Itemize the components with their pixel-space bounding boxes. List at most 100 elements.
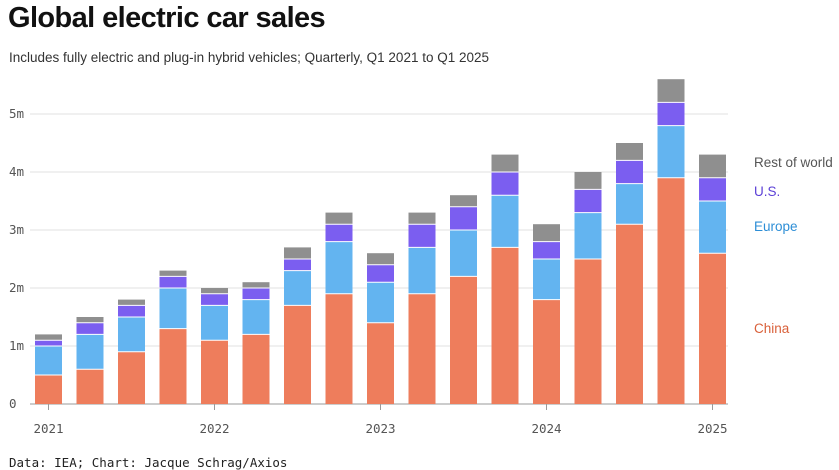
bar-segment-u-s: Q2 2023 U.S.: 0.4m	[408, 224, 436, 248]
bar-segment-u-s: Q1 2022 U.S.: 0.2m	[201, 293, 228, 306]
bar-segment-rest-of-world: Q1 2025 Rest of world: 0.4m	[699, 154, 726, 178]
bar-segment-rest-of-world: Q4 2024 Rest of world: 0.4m	[657, 79, 685, 103]
bar-segment-u-s: Q1 2021 U.S.: 0.1m	[35, 340, 62, 346]
bar-segment-europe: Q3 2023 Europe: 0.8m	[450, 230, 477, 277]
bars: Q1 2021 China: 0.5mQ1 2021 Europe: 0.5mQ…	[35, 79, 726, 404]
y-tick-label: 4m	[9, 164, 24, 179]
bar-segment-europe: Q4 2021 Europe: 0.7m	[159, 288, 187, 329]
bar-segment-china: Q1 2025 China: 2.6m	[699, 253, 726, 404]
bar-segment-china: Q4 2023 China: 2.7m	[491, 247, 519, 404]
bar-segment-rest-of-world: Q1 2024 Rest of world: 0.3m	[533, 224, 560, 242]
bar-stack: Q2 2023 China: 1.9mQ2 2023 Europe: 0.8mQ…	[408, 212, 436, 404]
bar-segment-europe: Q1 2025 Europe: 0.9m	[699, 201, 726, 254]
legend-label-china: China	[754, 321, 790, 336]
bar-segment-china: Q3 2021 China: 0.9m	[118, 351, 145, 404]
bar-segment-europe: Q1 2021 Europe: 0.5m	[35, 346, 62, 375]
bar-segment-china: Q1 2022 China: 1.1m	[201, 340, 228, 404]
bar-segment-rest-of-world: Q2 2023 Rest of world: 0.2m	[408, 212, 436, 225]
bar-segment-china: Q4 2024 China: 3.9m	[657, 177, 685, 404]
bar-segment-rest-of-world: Q1 2021 Rest of world: 0.1m	[35, 334, 62, 341]
bar-segment-rest-of-world: Q4 2023 Rest of world: 0.3m	[491, 154, 519, 172]
bar-segment-china: Q1 2021 China: 0.5m	[35, 375, 62, 404]
bar-segment-china: Q4 2022 China: 1.9m	[325, 293, 353, 404]
bar-segment-rest-of-world: Q3 2021 Rest of world: 0.1m	[118, 299, 145, 306]
legend-label-europe: Europe	[754, 219, 798, 234]
bar-segment-europe: Q3 2024 Europe: 0.7m	[616, 183, 643, 225]
bar-segment-europe: Q2 2022 Europe: 0.6m	[242, 299, 270, 335]
bar-segment-u-s: Q2 2024 U.S.: 0.4m	[574, 189, 602, 213]
legend-label-u-s: U.S.	[754, 184, 780, 199]
bar-stack: Q3 2021 China: 0.9mQ3 2021 Europe: 0.6mQ…	[118, 299, 145, 404]
bar-segment-u-s: Q2 2022 U.S.: 0.2m	[242, 288, 270, 300]
bar-segment-europe: Q4 2022 Europe: 0.9m	[325, 241, 353, 294]
bar-stack: Q3 2023 China: 2.2mQ3 2023 Europe: 0.8mQ…	[450, 195, 477, 404]
bar-segment-rest-of-world: Q3 2024 Rest of world: 0.3m	[616, 143, 643, 161]
bar-segment-europe: Q2 2021 Europe: 0.6m	[76, 334, 104, 370]
bar-segment-china: Q2 2022 China: 1.2m	[242, 334, 270, 404]
bar-segment-europe: Q4 2024 Europe: 0.9m	[657, 125, 685, 178]
bar-segment-rest-of-world: Q4 2022 Rest of world: 0.2m	[325, 212, 353, 225]
bar-segment-rest-of-world: Q2 2024 Rest of world: 0.3m	[574, 172, 602, 190]
bar-stack: Q1 2024 China: 1.8mQ1 2024 Europe: 0.7mQ…	[533, 224, 560, 404]
bar-segment-china: Q4 2021 China: 1.3m	[159, 328, 187, 404]
bar-segment-rest-of-world: Q2 2021 Rest of world: 0.1m	[76, 317, 104, 323]
bar-segment-u-s: Q1 2024 U.S.: 0.3m	[533, 241, 560, 259]
bar-segment-rest-of-world: Q4 2021 Rest of world: 0.1m	[159, 270, 187, 277]
bar-segment-china: Q3 2022 China: 1.7m	[284, 305, 311, 404]
bar-stack: Q2 2021 China: 0.6mQ2 2021 Europe: 0.6m Q…	[76, 317, 104, 404]
bar-segment-u-s: Q3 2021 U.S.: 0.2m	[118, 305, 145, 317]
bar-segment-rest-of-world: Q1 2023 Rest of world: 0.2m	[367, 253, 394, 265]
bar-segment-china: Q2 2021 China: 0.6m	[76, 369, 104, 404]
bar-segment-rest-of-world: Q2 2022 Rest of world: 0.1m	[242, 282, 270, 288]
chart-title: Global electric car sales	[8, 2, 326, 34]
stacked-bar-chart: 0 1m 2m 3m 4m 5m Q1 2021 China: 0.5mQ1 2021 E…	[9, 79, 833, 436]
bar-segment-europe: Q2 2023 Europe: 0.8m	[408, 247, 436, 294]
bar-stack: Q3 2024 China: 3.1mQ3 2024 Europe: 0.7mQ…	[616, 143, 643, 404]
bar-segment-china: Q1 2024 China: 1.8m	[533, 299, 560, 404]
x-tick-label: 2024	[531, 421, 561, 436]
y-tick-label: 0	[9, 396, 17, 411]
bar-stack: Q4 2021 China: 1.3mQ4 2021 Europe: 0.7mQ…	[159, 270, 187, 404]
bar-segment-europe: Q3 2021 Europe: 0.6m	[118, 317, 145, 352]
bar-segment-rest-of-world: Q3 2022 Rest of world: 0.2m	[284, 247, 311, 259]
chart-subtitle: Includes fully electric and plug-in hybr…	[9, 50, 490, 65]
bar-segment-china: Q3 2024 China: 3.1m	[616, 224, 643, 404]
bar-segment-u-s: Q3 2023 U.S.: 0.4m	[450, 206, 477, 230]
bar-segment-u-s: Q4 2021 U.S.: 0.2m	[159, 276, 187, 288]
bar-segment-europe: Q1 2023 Europe: 0.7m	[367, 282, 394, 323]
bar-stack: Q1 2022 China: 1.1mQ1 2022 Europe: 0.6mQ…	[201, 288, 228, 404]
bar-segment-u-s: Q1 2025 U.S.: 0.4m	[699, 177, 726, 201]
bar-stack: Q4 2023 China: 2.7mQ4 2023 Europe: 0.9mQ…	[491, 154, 519, 404]
bar-segment-u-s: Q3 2024 U.S.: 0.4m	[616, 160, 643, 184]
x-tick-label: 2025	[697, 421, 727, 436]
bar-segment-u-s: Q3 2022 U.S.: 0.2m	[284, 259, 311, 271]
bar-stack: Q1 2021 China: 0.5mQ1 2021 Europe: 0.5mQ…	[35, 334, 62, 404]
bar-segment-u-s: Q1 2023 U.S.: 0.3m	[367, 264, 394, 283]
y-tick-label: 2m	[9, 280, 24, 295]
y-tick-label: 3m	[9, 222, 24, 237]
bar-segment-u-s: Q4 2024 U.S.: 0.4m	[657, 102, 685, 126]
bar-segment-europe: Q2 2024 Europe: 0.8m	[574, 212, 602, 259]
bar-segment-china: Q2 2024 China: 2.5m	[574, 259, 602, 404]
x-tick-label: 2021	[33, 421, 63, 436]
source-note: Data: IEA; Chart: Jacque Schrag/Axios	[9, 455, 288, 470]
bar-segment-china: Q3 2023 China: 2.2m	[450, 276, 477, 404]
bar-segment-rest-of-world: Q3 2023 Rest of world: 0.2m	[450, 195, 477, 207]
bar-stack: Q3 2022 China: 1.7mQ3 2022 Europe: 0.6mQ…	[284, 247, 311, 404]
bar-stack: Q4 2022 China: 1.9mQ4 2022 Europe: 0.9mQ…	[325, 212, 353, 404]
bar-segment-china: Q1 2023 China: 1.4m	[367, 322, 394, 404]
y-tick-label: 1m	[9, 338, 24, 353]
bar-segment-rest-of-world: Q1 2022 Rest of world: 0.1m	[201, 288, 228, 294]
y-tick-label: 5m	[9, 106, 24, 121]
bar-segment-china: Q2 2023 China: 1.9m	[408, 293, 436, 404]
bar-segment-europe: Q3 2022 Europe: 0.6m	[284, 270, 311, 306]
bar-stack: Q2 2022 China: 1.2mQ2 2022 Europe: 0.6mQ…	[242, 282, 270, 404]
bar-segment-europe: Q4 2023 Europe: 0.9m	[491, 195, 519, 248]
bar-segment-europe: Q1 2024 Europe: 0.7m	[533, 259, 560, 300]
bar-segment-u-s: Q4 2022 U.S.: 0.3m	[325, 224, 353, 242]
bar-stack: Q2 2024 China: 2.5mQ2 2024 Europe: 0.8mQ…	[574, 172, 602, 404]
bar-segment-u-s: Q4 2023 U.S.: 0.4m	[491, 172, 519, 196]
x-tick-label: 2023	[365, 421, 395, 436]
bar-stack: Q4 2024 China: 3.9mQ4 2024 Europe: 0.9mQ…	[657, 79, 685, 404]
legend: Rest of world U.S. Europe China	[754, 155, 833, 336]
